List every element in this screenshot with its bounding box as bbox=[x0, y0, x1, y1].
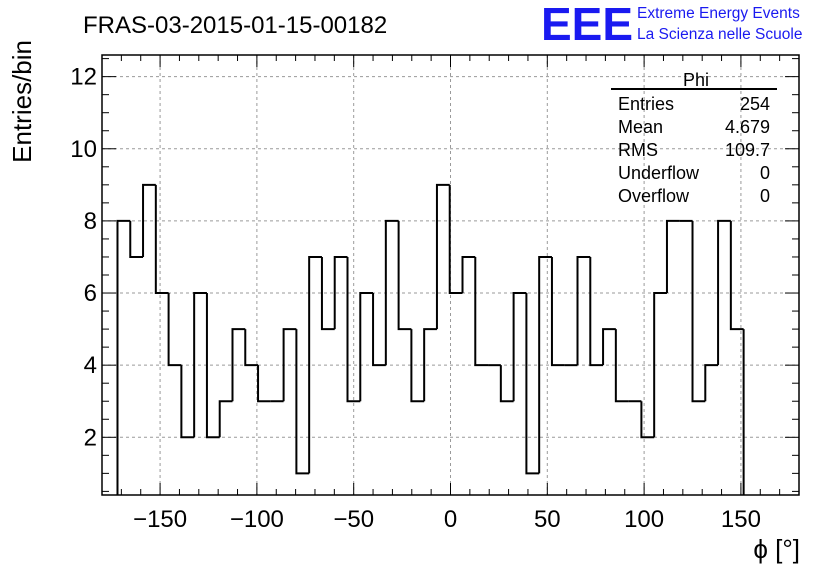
histogram-bin bbox=[346, 256, 361, 403]
histogram-bin bbox=[538, 255, 552, 474]
x-tick-labels: −150 −100 −50 0 50 100 150 bbox=[133, 506, 761, 533]
x-axis-label: ϕ [°] bbox=[753, 534, 800, 564]
y-tick-label: 10 bbox=[70, 136, 97, 163]
histogram-bin bbox=[129, 220, 144, 258]
x-tick-label: 100 bbox=[624, 506, 664, 533]
histogram-bin bbox=[550, 256, 565, 367]
stats-row-label: Entries bbox=[618, 94, 674, 114]
chart-title: FRAS-03-2015-01-15-00182 bbox=[83, 12, 387, 39]
histogram-bin bbox=[640, 401, 655, 439]
x-tick-label: −50 bbox=[333, 506, 374, 533]
histogram-bin bbox=[282, 328, 297, 402]
histogram-bin bbox=[295, 329, 310, 475]
stats-box: Phi Entries 254 Mean 4.679 RMS 109.7 Underflow… bbox=[611, 70, 777, 206]
axis-ticks bbox=[101, 55, 800, 495]
histogram-bin bbox=[333, 255, 348, 330]
histogram-bin bbox=[691, 220, 706, 403]
histogram-bin bbox=[423, 328, 437, 402]
stats-row-label: Underflow bbox=[618, 163, 700, 183]
y-tick-label: 2 bbox=[84, 424, 97, 451]
histogram-bin bbox=[384, 219, 399, 366]
histogram-bin bbox=[576, 255, 591, 366]
histogram-bin bbox=[525, 293, 540, 475]
eee-logo-letters: EEE bbox=[541, 0, 633, 50]
eee-logo-line1: Extreme Energy Events bbox=[637, 5, 800, 22]
histogram-bin bbox=[512, 292, 527, 402]
histogram-bin bbox=[205, 293, 220, 439]
x-tick-label: −100 bbox=[230, 506, 284, 533]
histogram-bin bbox=[448, 184, 463, 295]
histogram-bin bbox=[244, 329, 259, 367]
x-tick-label: 50 bbox=[534, 506, 561, 533]
y-tick-label: 8 bbox=[84, 208, 97, 235]
histogram-bin bbox=[602, 328, 616, 366]
histogram-bin bbox=[154, 184, 169, 295]
x-tick-label: −150 bbox=[133, 506, 187, 533]
histogram-bin bbox=[614, 329, 629, 403]
eee-logo-line2: La Scienza nelle Scuole bbox=[637, 26, 802, 43]
histogram-bin bbox=[717, 219, 731, 366]
stats-row-label: RMS bbox=[618, 140, 658, 160]
histogram-bin bbox=[474, 256, 489, 367]
stats-title: Phi bbox=[683, 70, 709, 90]
histogram-bin bbox=[193, 292, 207, 438]
histogram-bin bbox=[142, 183, 156, 257]
stats-row-label: Mean bbox=[618, 117, 663, 137]
x-tick-label: 150 bbox=[721, 506, 761, 533]
histogram-bin bbox=[372, 293, 386, 367]
histogram-bin bbox=[231, 328, 246, 402]
histogram-bin bbox=[308, 255, 322, 474]
histogram-bin bbox=[167, 293, 182, 367]
eee-logo: EEE Extreme Energy Events La Scienza nel… bbox=[541, 0, 802, 50]
histogram-bin bbox=[320, 256, 335, 331]
histogram-bin bbox=[218, 400, 233, 438]
histogram-bars bbox=[116, 183, 745, 495]
histogram-bin bbox=[499, 365, 514, 403]
stats-title-rule bbox=[611, 88, 777, 90]
stats-row-value: 4.679 bbox=[725, 117, 770, 137]
histogram-bin bbox=[435, 183, 450, 330]
histogram-bin bbox=[397, 220, 412, 331]
histogram-bin bbox=[704, 364, 719, 402]
x-tick-label: 0 bbox=[444, 506, 457, 533]
y-tick-labels: 2 4 6 8 10 12 bbox=[70, 64, 97, 452]
y-axis-label: Entries/bin bbox=[7, 40, 37, 163]
histogram-bin bbox=[116, 219, 131, 495]
histogram-bin bbox=[257, 365, 271, 403]
histogram-bin bbox=[359, 292, 374, 402]
stats-row-value: 0 bbox=[760, 163, 770, 183]
stats-rows: Entries 254 Mean 4.679 RMS 109.7 Underflow 0 Ove… bbox=[618, 94, 770, 206]
histogram-bin bbox=[410, 329, 425, 403]
stats-row-value: 254 bbox=[740, 94, 770, 114]
stats-row-value: 109.7 bbox=[725, 140, 770, 160]
histogram-bin bbox=[180, 365, 195, 439]
histogram-bin bbox=[665, 219, 680, 294]
histogram-bin bbox=[461, 255, 476, 294]
histogram-bin bbox=[729, 220, 744, 331]
y-tick-label: 6 bbox=[84, 280, 97, 307]
y-tick-label: 4 bbox=[84, 352, 97, 379]
histogram-bin bbox=[589, 256, 604, 367]
stats-row-value: 0 bbox=[760, 186, 770, 206]
stats-row-label: Overflow bbox=[618, 186, 690, 206]
histogram-bin bbox=[653, 292, 667, 438]
y-tick-label: 12 bbox=[70, 64, 97, 91]
